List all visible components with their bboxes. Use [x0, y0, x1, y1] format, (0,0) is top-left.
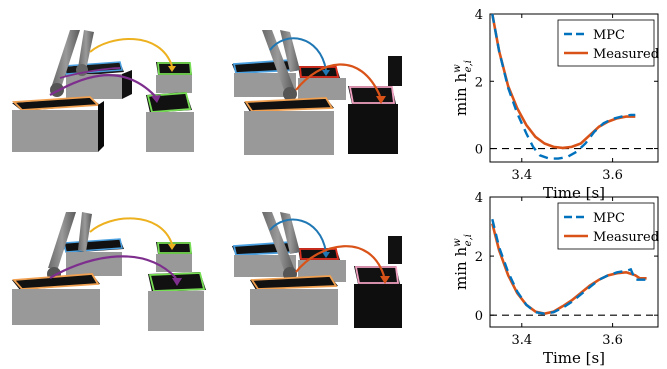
- y-tick-label: 0: [475, 309, 483, 324]
- plot-frame: [489, 13, 659, 163]
- pink-box: [354, 266, 402, 328]
- far-right-box: [388, 236, 402, 264]
- y-tick-label: 4: [475, 8, 483, 23]
- legend-box: [557, 19, 655, 67]
- legend-entry: MPC: [593, 28, 625, 43]
- right-bottom-box: [146, 92, 194, 152]
- x-tick-label: 3.6: [602, 333, 623, 348]
- back-box: [62, 238, 124, 276]
- top-chart: 0 2 4 3.4 3.6 MPC Measured Time [s] min hwe,i: [452, 8, 659, 202]
- front-box: [12, 273, 100, 325]
- top-left-scene: [11, 30, 194, 152]
- purple-trajectory: [49, 255, 177, 279]
- y-tick-label: 2: [475, 75, 483, 90]
- front-box: [250, 275, 338, 325]
- y-tick-label: 2: [475, 250, 483, 265]
- legend-box: [557, 202, 655, 250]
- legend-entry: Measured: [593, 230, 659, 245]
- purple-trajectory: [49, 74, 156, 97]
- y-axis-label: min hwe,i: [452, 60, 474, 116]
- series-line-measured: [491, 13, 636, 150]
- x-tick-label: 3.6: [602, 168, 623, 183]
- orange-trajectory: [295, 245, 386, 277]
- front-box: [11, 96, 104, 152]
- y-axis-label: min hwe,i: [452, 234, 474, 290]
- blue-trajectory: [269, 37, 327, 71]
- series-line-mpc: [491, 218, 647, 315]
- x-axis-label: Time [s]: [543, 349, 605, 367]
- red-box: [298, 66, 346, 100]
- plot-frame: [489, 196, 659, 328]
- back-box: [62, 61, 132, 99]
- bottom-middle-scene: [232, 212, 402, 328]
- bottom-chart: 0 2 4 3.4 3.6 MPC Measured Time [s] min hwe,i: [452, 191, 659, 367]
- series-line-mpc: [491, 13, 636, 160]
- far-right-box: [388, 56, 402, 86]
- top-middle-scene: [232, 30, 402, 155]
- front-box: [244, 97, 334, 155]
- x-tick-label: 3.4: [511, 168, 532, 183]
- blue-trajectory: [269, 218, 327, 253]
- bottom-left-scene: [12, 212, 206, 331]
- yellow-trajectory: [89, 217, 173, 245]
- legend-entry: Measured: [593, 47, 659, 62]
- yellow-trajectory: [89, 37, 173, 67]
- x-axis-label: Time [s]: [543, 184, 605, 202]
- y-tick-label: 4: [475, 191, 483, 206]
- x-tick-label: 3.4: [511, 333, 532, 348]
- y-tick-label: 0: [475, 143, 483, 158]
- orange-trajectory: [295, 63, 382, 97]
- legend-entry: MPC: [593, 211, 625, 226]
- pink-box: [348, 86, 398, 154]
